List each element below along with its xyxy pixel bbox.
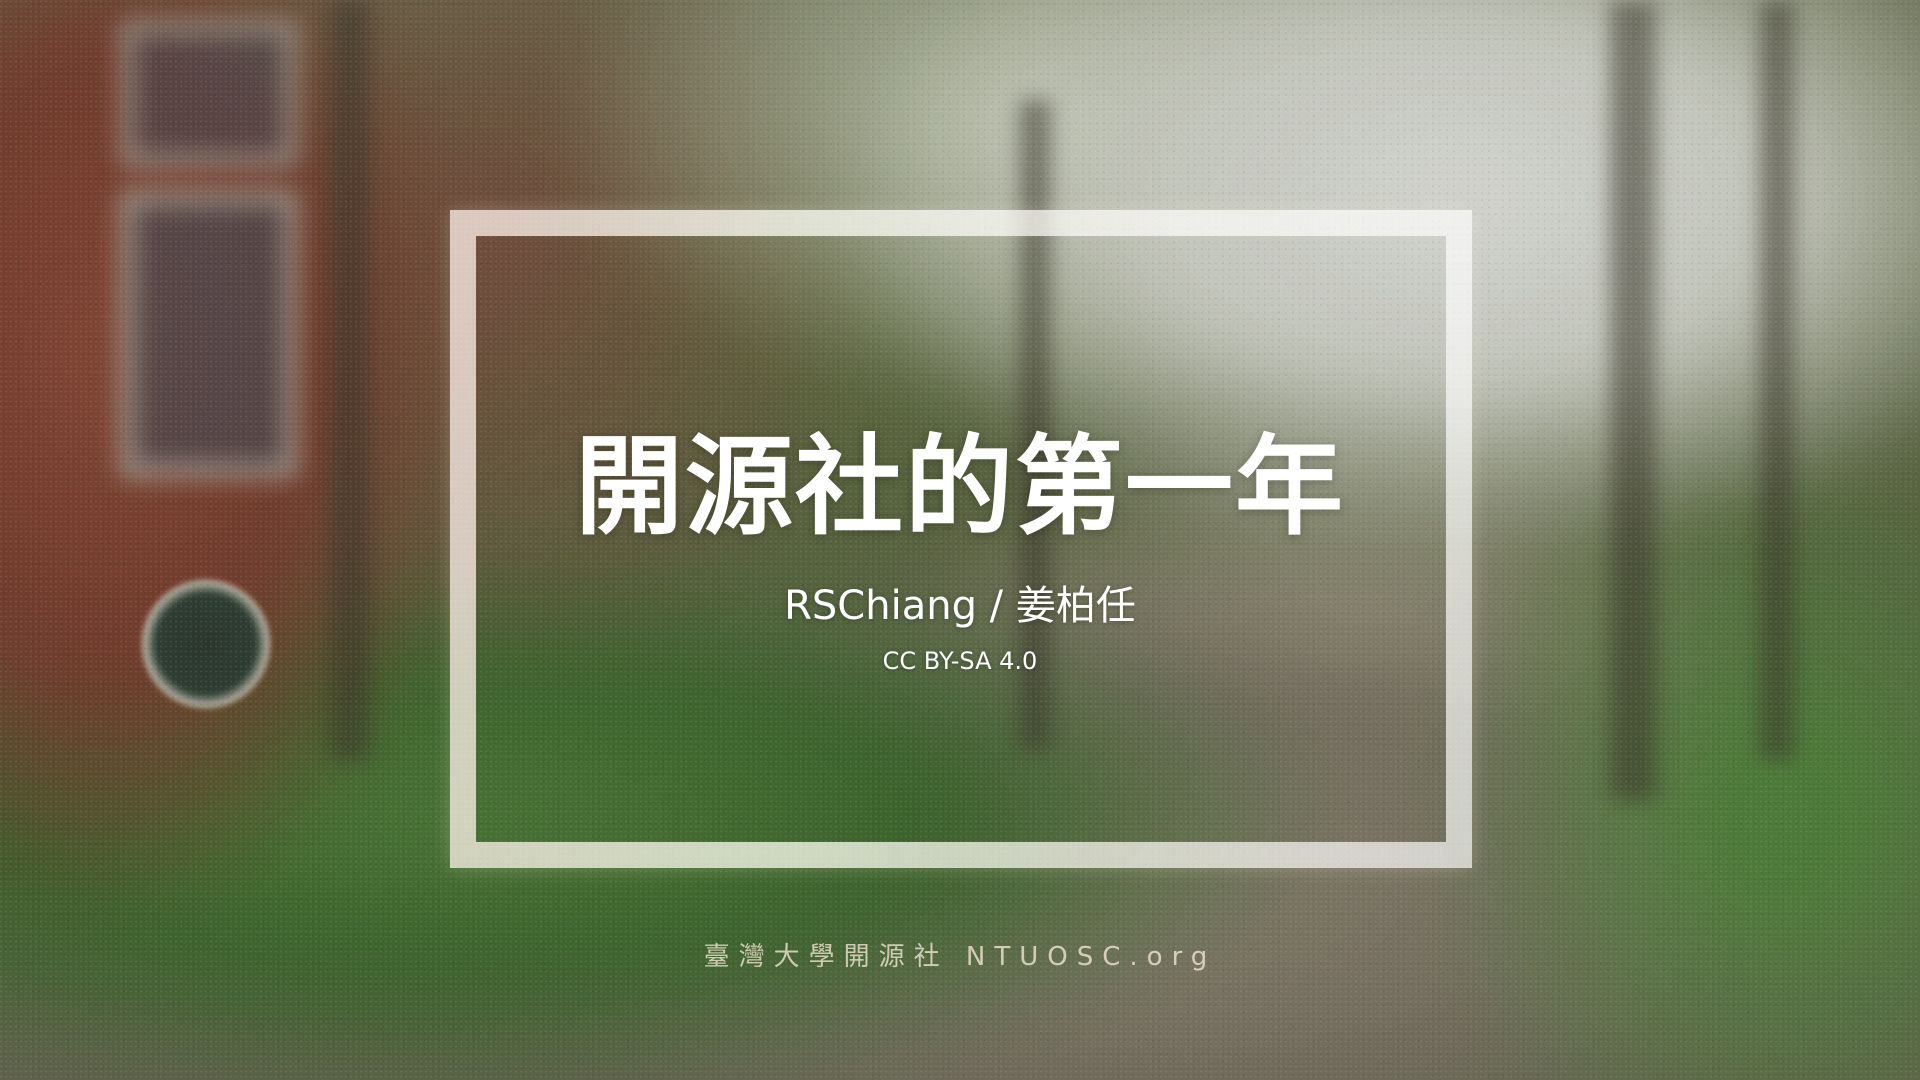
background-building-window [120, 20, 298, 168]
slide-author: RSChiang / 姜柏任 [784, 583, 1136, 629]
slide-license: CC BY-SA 4.0 [882, 647, 1038, 675]
background-tree-trunk [330, 0, 370, 760]
background-tree-trunk [1610, 0, 1656, 800]
title-frame-glow [450, 210, 1472, 868]
slide-title: 開源社的第一年 [574, 425, 1345, 550]
slide-footer: 臺灣大學開源社 NTUOSC.org [703, 942, 1217, 972]
background-tree-trunk [1760, 0, 1794, 760]
background-building-window [120, 190, 298, 478]
background-round-window [142, 580, 270, 708]
